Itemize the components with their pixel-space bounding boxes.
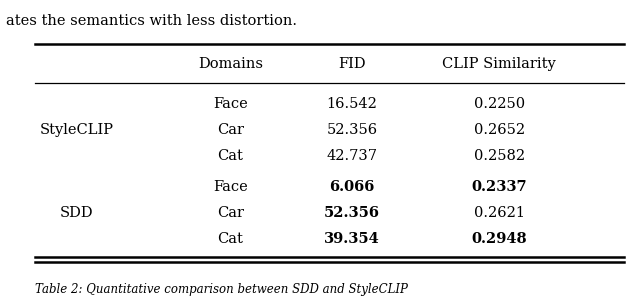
Text: Car: Car <box>217 123 244 137</box>
Text: 0.2948: 0.2948 <box>472 232 527 246</box>
Text: 0.2582: 0.2582 <box>474 149 525 163</box>
Text: Cat: Cat <box>218 149 243 163</box>
Text: 0.2652: 0.2652 <box>474 123 525 137</box>
Text: 52.356: 52.356 <box>326 123 378 137</box>
Text: 0.2337: 0.2337 <box>472 180 527 194</box>
Text: ates the semantics with less distortion.: ates the semantics with less distortion. <box>6 14 298 28</box>
Text: FID: FID <box>338 57 366 71</box>
Text: StyleCLIP: StyleCLIP <box>40 123 114 137</box>
Text: Car: Car <box>217 206 244 220</box>
Text: 52.356: 52.356 <box>324 206 380 220</box>
Text: 42.737: 42.737 <box>326 149 378 163</box>
Text: CLIP Similarity: CLIP Similarity <box>442 57 556 71</box>
Text: 16.542: 16.542 <box>326 97 378 111</box>
Text: Face: Face <box>213 97 248 111</box>
Text: Domains: Domains <box>198 57 263 71</box>
Text: 0.2250: 0.2250 <box>474 97 525 111</box>
Text: 39.354: 39.354 <box>324 232 380 246</box>
Text: Table 2: Quantitative comparison between SDD and StyleCLIP: Table 2: Quantitative comparison between… <box>35 283 408 296</box>
Text: Cat: Cat <box>218 232 243 246</box>
Text: 6.066: 6.066 <box>330 180 374 194</box>
Text: 0.2621: 0.2621 <box>474 206 525 220</box>
Text: SDD: SDD <box>60 206 93 220</box>
Text: Face: Face <box>213 180 248 194</box>
